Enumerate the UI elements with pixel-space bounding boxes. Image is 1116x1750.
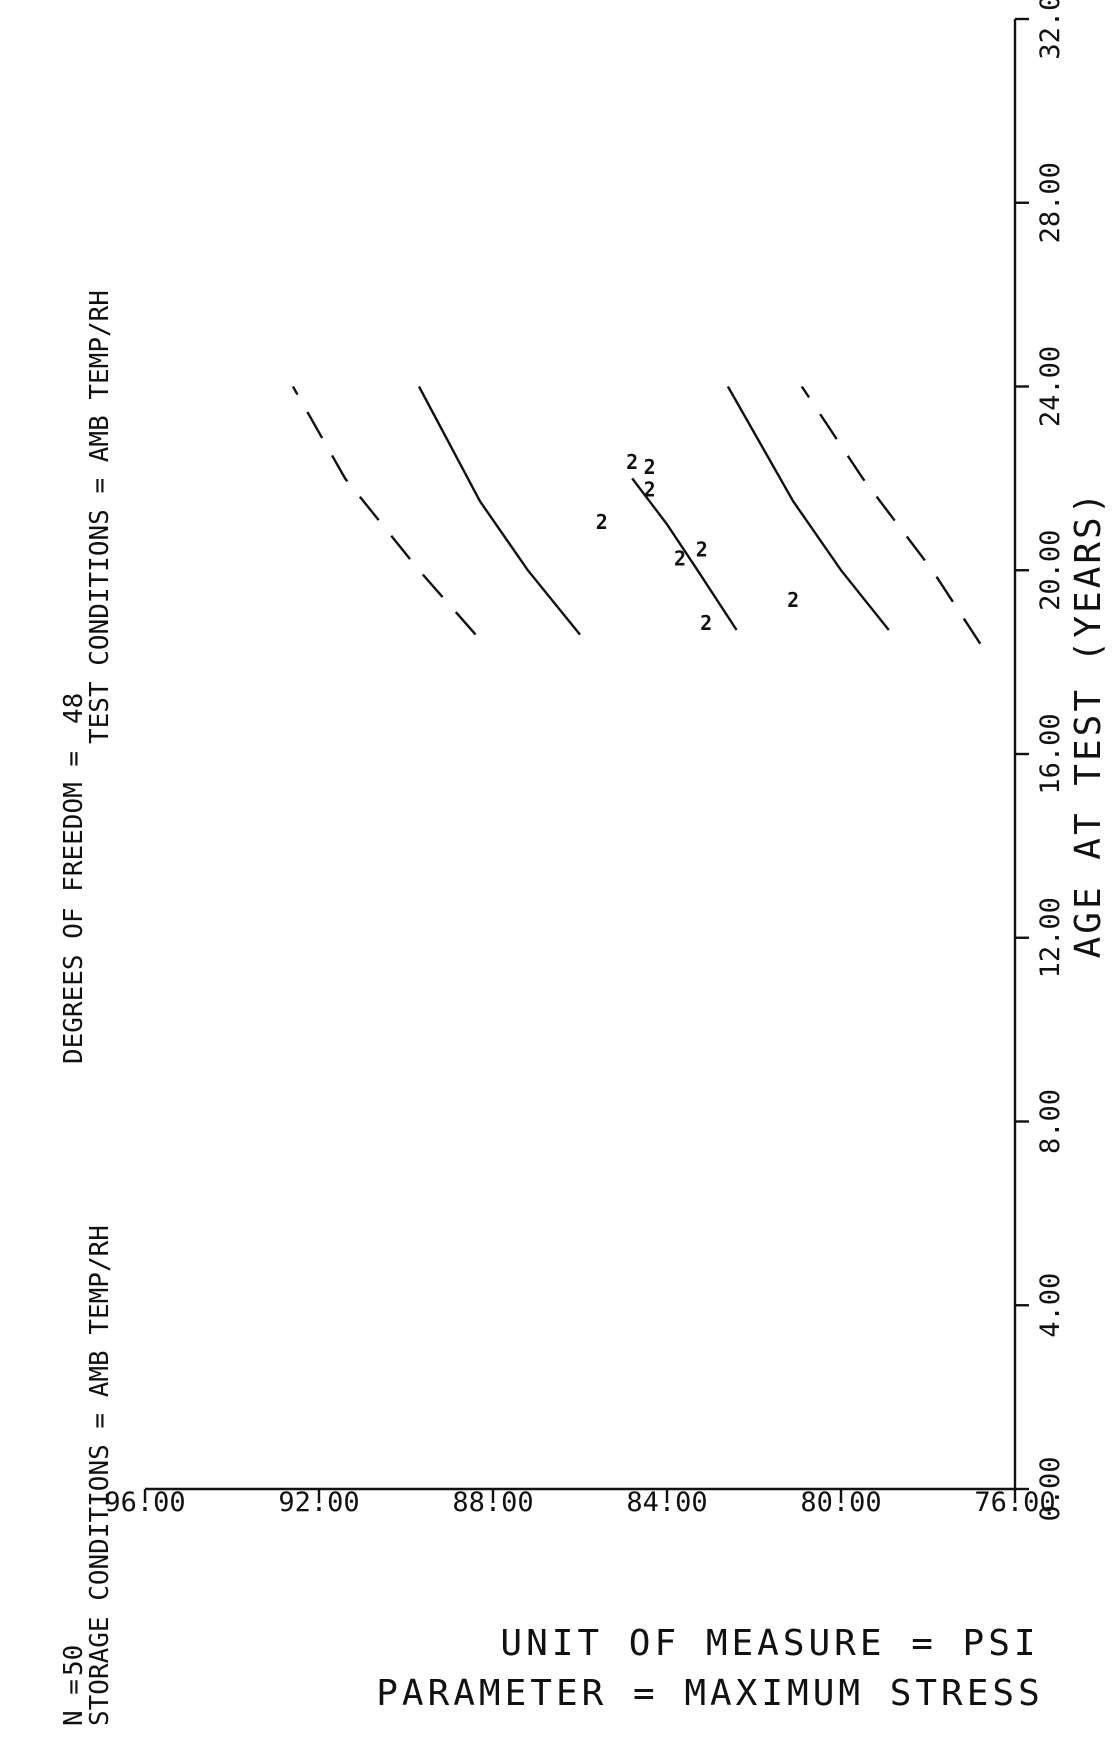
y-axis-titles: PARAMETER = MAXIMUM STRESS UNIT OF MEASU… — [330, 1530, 1090, 1750]
data-point: 2 — [626, 450, 638, 474]
regression-line — [726, 385, 890, 631]
y-tick-label: 88.00 — [452, 1487, 533, 1518]
regression-line — [631, 477, 738, 631]
x-tick-label: 12.00 — [1035, 897, 1066, 978]
confidence-bound-line — [800, 385, 982, 645]
data-point: 2 — [596, 510, 608, 534]
header-n-value: 50 — [59, 1645, 89, 1676]
header-test-conditions: TEST CONDITIONS = AMB TEMP/RH — [85, 290, 115, 744]
data-point: 2 — [644, 455, 656, 479]
data-point: 2 — [787, 588, 799, 612]
data-point: 2 — [644, 478, 656, 502]
x-axis-label: AGE AT TEST (YEARS) — [1068, 490, 1109, 959]
y-tick-label: 80.00 — [800, 1487, 881, 1518]
data-point: 2 — [696, 537, 708, 561]
data-point: 2 — [674, 547, 686, 571]
y-axis-parameter-title: PARAMETER = MAXIMUM STRESS — [376, 1673, 1044, 1714]
axes: 0.00 4.00 8.00 12.00 16.00 20.00 24.00 28.00 32.… — [104, 0, 1066, 1522]
y-tick-label: 84.00 — [626, 1487, 707, 1518]
x-tick-label: 24.00 — [1035, 346, 1066, 427]
x-tick-label: 0.00 — [1035, 1456, 1066, 1521]
y-tick-label: 76.00 — [974, 1487, 1055, 1518]
x-tick-label: 20.00 — [1035, 530, 1066, 611]
x-tick-label: 4.00 — [1035, 1273, 1066, 1338]
x-tick-label: 32.00 — [1035, 0, 1066, 60]
x-tick-label: 16.00 — [1035, 713, 1066, 794]
chart-header: N = 50 STORAGE CONDITIONS = AMB TEMP/RH … — [59, 290, 115, 1726]
header-dof-label: DEGREES OF FREEDOM = — [59, 751, 89, 1064]
data-point: 2 — [700, 611, 712, 635]
y-tick-label: 96.00 — [104, 1487, 185, 1518]
data-series — [291, 385, 982, 645]
header-n-label: N = — [59, 1679, 89, 1726]
x-tick-label: 28.00 — [1035, 162, 1066, 243]
confidence-bound-line — [291, 385, 477, 636]
header-dof-value: 48 — [59, 693, 89, 724]
header-storage-conditions: STORAGE CONDITIONS = AMB TEMP/RH — [85, 1225, 115, 1726]
y-axis-unit-title: UNIT OF MEASURE = PSI — [500, 1623, 1039, 1664]
x-tick-label: 8.00 — [1035, 1089, 1066, 1154]
regression-line — [417, 385, 581, 636]
y-tick-label: 92.00 — [278, 1487, 359, 1518]
